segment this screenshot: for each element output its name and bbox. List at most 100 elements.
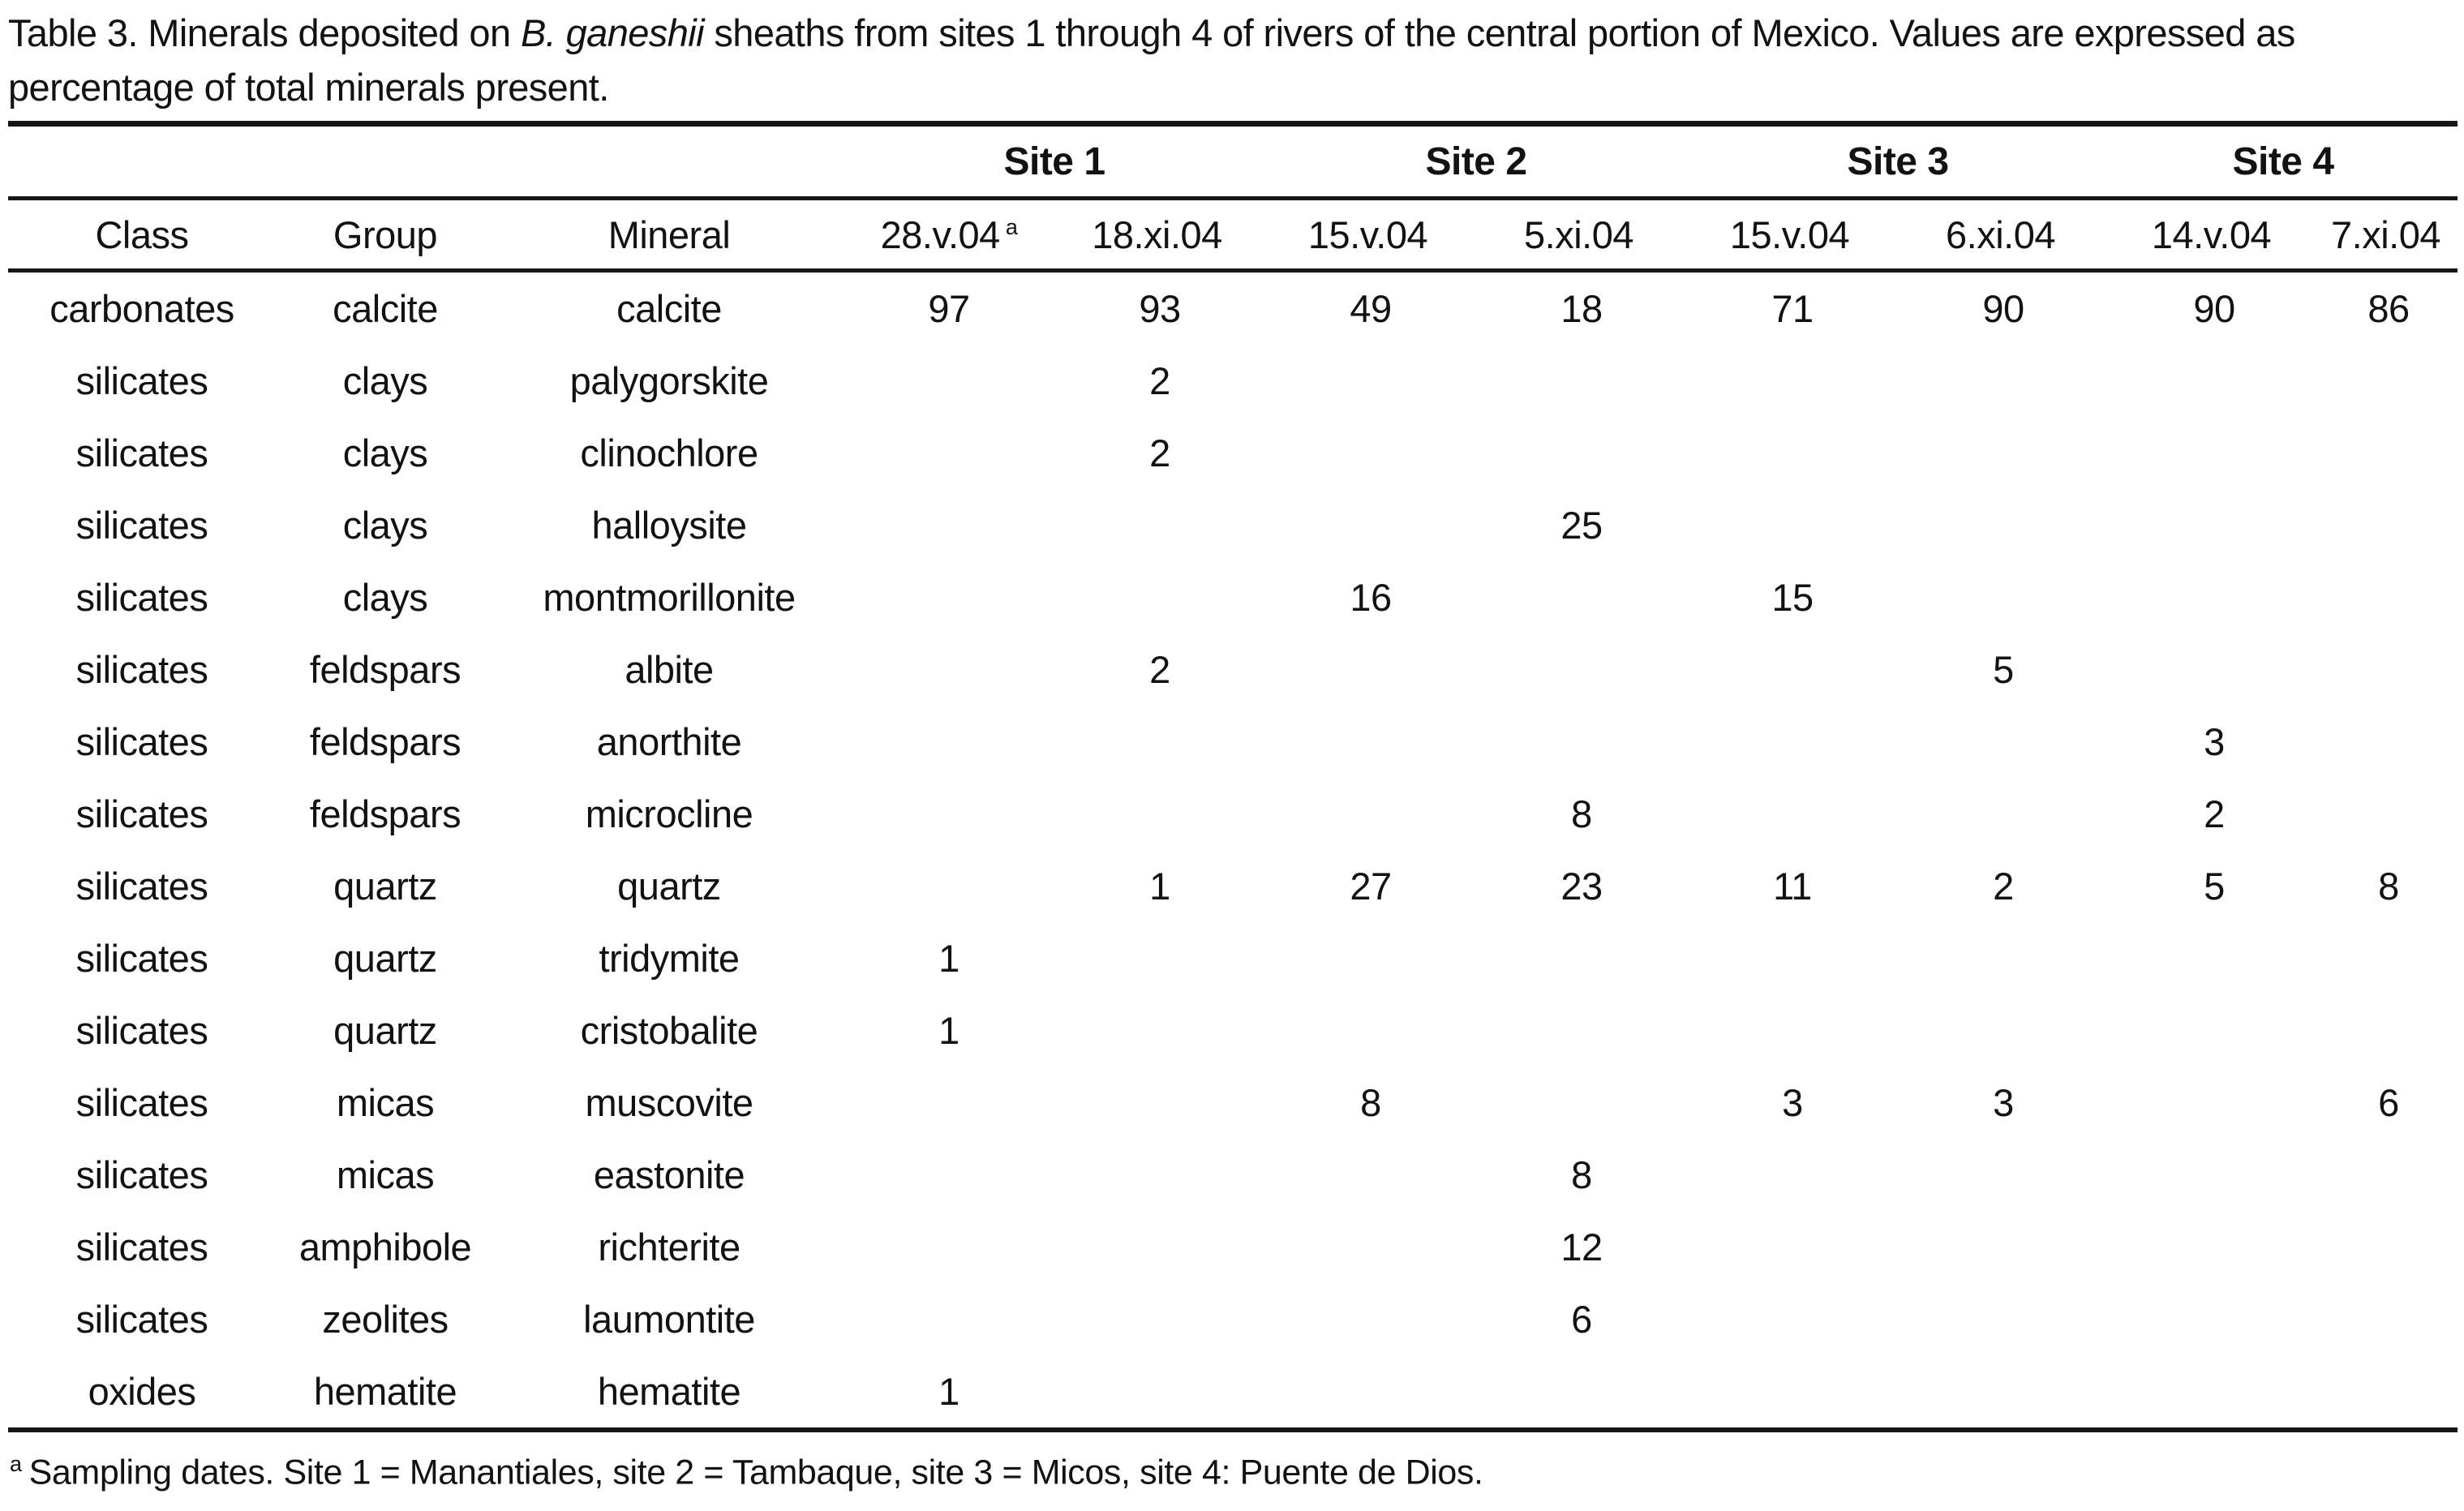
value-cell: [2320, 345, 2458, 417]
value-cell: 2: [1993, 865, 2014, 908]
mineral-cell: quartz: [617, 865, 721, 908]
date-column-header: 15.v.04: [1687, 198, 1898, 273]
value-cell: [1054, 489, 1265, 561]
group-cell: clays: [342, 576, 428, 620]
mineral-cell: muscovite: [585, 1081, 753, 1125]
value-cell: [1476, 345, 1687, 417]
value-cell: [1265, 489, 1476, 561]
value-cell: [1054, 706, 1265, 778]
mineral-cell: laumontite: [583, 1298, 755, 1341]
value-cell: [1687, 1355, 1898, 1430]
class-cell: silicates: [75, 1298, 208, 1341]
value-cell: [1476, 994, 1687, 1067]
value-cell: [1265, 417, 1476, 489]
value-cell: 2: [1149, 648, 1170, 692]
value-cell: 90: [1982, 287, 2024, 331]
value-cell: 11: [1773, 865, 1812, 908]
value-cell: [1054, 778, 1265, 850]
value-cell: 27: [1350, 865, 1392, 908]
table-row: silicates quartz quartz 1 27 23 11 2 5 8: [8, 850, 2458, 922]
site-header-row: Site 1 Site 2 Site 3 Site 4: [8, 123, 2458, 201]
caption-species-italic: B. ganeshii: [520, 11, 705, 54]
mineral-cell: microcline: [585, 792, 753, 836]
value-cell: [1265, 706, 1476, 778]
value-cell: [1687, 994, 1898, 1067]
value-cell: 8: [1571, 792, 1592, 836]
value-cell: [1265, 345, 1476, 417]
class-cell: silicates: [75, 720, 208, 764]
table-row: silicates clays halloysite 25: [8, 489, 2458, 561]
value-cell: [2109, 345, 2320, 417]
group-cell: calcite: [333, 287, 438, 331]
value-cell: [2320, 1283, 2458, 1355]
value-cell: [844, 1067, 1054, 1139]
value-cell: [844, 850, 1054, 922]
group-cell: clays: [342, 431, 428, 475]
value-cell: 8: [1360, 1081, 1381, 1125]
value-cell: 97: [928, 287, 970, 331]
value-cell: [1687, 1211, 1898, 1283]
group-cell: amphibole: [298, 1226, 472, 1269]
class-cell: silicates: [75, 359, 208, 403]
class-cell: silicates: [75, 937, 208, 981]
date-column-header: 18.xi.04: [1054, 198, 1265, 273]
value-cell: [1898, 1139, 2109, 1211]
value-cell: 18: [1560, 287, 1603, 331]
date-column-header: 28.v.04 a: [844, 198, 1054, 273]
table-row: silicates feldspars anorthite 3: [8, 706, 2458, 778]
table-row: silicates clays montmorillonite 16 15: [8, 561, 2458, 633]
value-cell: [2320, 1355, 2458, 1430]
table-row: silicates clays palygorskite 2: [8, 345, 2458, 417]
class-cell: silicates: [75, 1226, 208, 1269]
value-cell: 2: [2204, 792, 2225, 836]
value-cell: [1687, 1283, 1898, 1355]
value-cell: 3: [2204, 720, 2225, 764]
mineral-cell: montmorillonite: [543, 576, 796, 620]
mineral-cell: clinochlore: [580, 431, 758, 475]
group-cell: clays: [342, 359, 428, 403]
site-2-header: Site 2: [1265, 123, 1687, 201]
value-cell: [1265, 1355, 1476, 1430]
class-cell: silicates: [75, 648, 208, 692]
value-cell: 1: [938, 1370, 959, 1414]
site-row-spacer: [8, 123, 844, 201]
value-cell: [844, 417, 1054, 489]
mineral-cell: cristobalite: [580, 1009, 758, 1053]
value-cell: 25: [1560, 504, 1603, 547]
value-cell: [1898, 1211, 2109, 1283]
class-cell: silicates: [75, 1009, 208, 1053]
value-cell: [1054, 1283, 1265, 1355]
value-cell: [2320, 994, 2458, 1067]
value-cell: [2109, 1067, 2320, 1139]
value-cell: [2109, 561, 2320, 633]
value-cell: [1898, 1283, 2109, 1355]
value-cell: [2109, 489, 2320, 561]
footnote-marker-ref: a: [1005, 215, 1018, 240]
value-cell: 2: [1149, 431, 1170, 475]
group-cell: feldspars: [309, 648, 461, 692]
value-cell: [1687, 417, 1898, 489]
date-column-header: 7.xi.04: [2320, 198, 2458, 273]
value-cell: [2320, 1211, 2458, 1283]
value-cell: [2320, 706, 2458, 778]
site-4-header: Site 4: [2109, 123, 2458, 201]
table-row: silicates micas eastonite 8: [8, 1139, 2458, 1211]
footnote-marker: a: [10, 1452, 22, 1477]
mineral-cell: halloysite: [591, 504, 747, 547]
value-cell: [1898, 922, 2109, 994]
class-cell: silicates: [75, 504, 208, 547]
group-cell: feldspars: [309, 792, 461, 836]
value-cell: 1: [938, 1009, 959, 1053]
value-cell: [1898, 417, 2109, 489]
group-cell: zeolites: [322, 1298, 449, 1341]
value-cell: [1898, 489, 2109, 561]
date-column-header: 5.xi.04: [1476, 198, 1687, 273]
date-column-header: 6.xi.04: [1898, 198, 2109, 273]
value-cell: [2320, 417, 2458, 489]
table-row: silicates quartz tridymite 1: [8, 922, 2458, 994]
value-cell: 71: [1771, 287, 1814, 331]
table-row: carbonates calcite calcite 97 93 49 18 71 90 90 86: [8, 271, 2458, 346]
value-cell: [2109, 1283, 2320, 1355]
mineral-cell: eastonite: [593, 1153, 745, 1197]
value-cell: [1476, 417, 1687, 489]
